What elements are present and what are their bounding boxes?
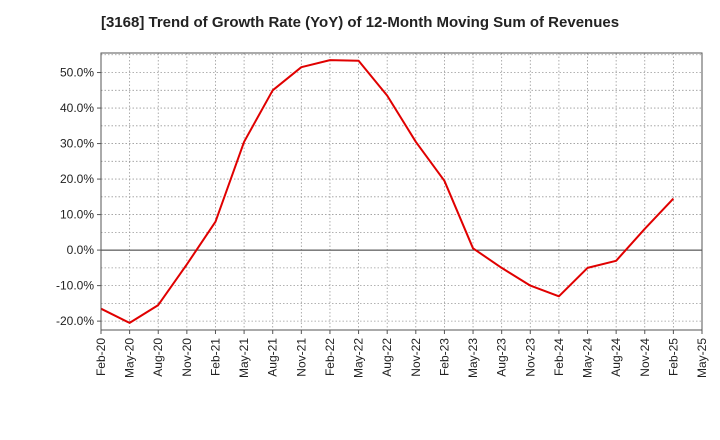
- x-tick-label: Nov-21: [294, 338, 308, 377]
- x-tick-label: Feb-21: [208, 338, 222, 376]
- y-tick-label: -10.0%: [56, 279, 94, 293]
- x-axis-ticks: Feb-20 May-20 Aug-20 Nov-20 Feb-21 May-21 Aug-…: [94, 330, 709, 378]
- y-tick-label: 50.0%: [60, 66, 94, 80]
- x-tick-label: Feb-20: [94, 338, 108, 376]
- x-tick-label: Nov-24: [638, 338, 652, 377]
- y-tick-label: 30.0%: [60, 137, 94, 151]
- x-tick-label: Nov-23: [523, 338, 537, 377]
- plot-frame: [100, 52, 703, 331]
- y-tick-label: 20.0%: [60, 172, 94, 186]
- x-tick-label: Feb-25: [666, 338, 680, 376]
- x-tick-label: Aug-22: [380, 338, 394, 377]
- y-tick-label: 40.0%: [60, 101, 94, 115]
- x-tick-label: Feb-22: [323, 338, 337, 376]
- x-tick-label: Nov-20: [180, 338, 194, 377]
- x-tick-label: May-24: [581, 338, 595, 378]
- x-tick-label: Nov-22: [409, 338, 423, 377]
- x-tick-label: Aug-24: [609, 338, 623, 377]
- x-tick-label: Aug-21: [266, 338, 280, 377]
- x-tick-label: May-23: [466, 338, 480, 378]
- x-tick-label: May-20: [123, 338, 137, 378]
- y-axis-ticks: -20.0% -10.0% 0.0% 10.0% 20.0% 30.0% 40.0% 50.0…: [56, 66, 101, 328]
- y-tick-label: 10.0%: [60, 208, 94, 222]
- x-tick-label: May-25: [695, 338, 709, 378]
- x-tick-label: Aug-20: [151, 338, 165, 377]
- x-tick-label: Feb-23: [437, 338, 451, 376]
- chart-title: [3168] Trend of Growth Rate (YoY) of 12-…: [100, 14, 620, 31]
- y-tick-label: 0.0%: [67, 243, 95, 257]
- x-tick-label: Aug-23: [495, 338, 509, 377]
- x-tick-label: May-22: [352, 338, 366, 378]
- x-tick-label: Feb-24: [552, 338, 566, 376]
- grid: [101, 53, 702, 330]
- y-tick-label: -20.0%: [56, 314, 94, 328]
- x-tick-label: May-21: [237, 338, 251, 378]
